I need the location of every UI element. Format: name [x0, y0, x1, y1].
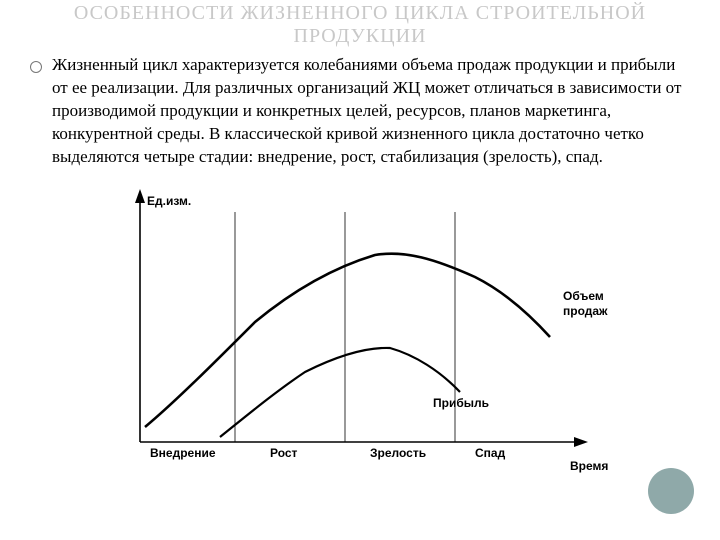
slide-title: ОСОБЕННОСТИ ЖИЗНЕННОГО ЦИКЛА СТРОИТЕЛЬНО…: [30, 0, 690, 48]
decorative-circle: [648, 468, 694, 514]
profit-curve: [220, 348, 460, 437]
chart-svg: Ед.изм. Объем продаж Прибыль Внедрение Р…: [75, 177, 645, 477]
title-line2: ПРОДУКЦИИ: [294, 25, 427, 47]
bullet-marker: [30, 61, 42, 73]
x-axis-label: Время: [570, 459, 608, 473]
stage-label-1: Внедрение: [150, 446, 216, 460]
stage-label-4: Спад: [475, 446, 506, 460]
stage-label-3: Зрелость: [370, 446, 426, 460]
y-axis-arrow: [135, 189, 145, 203]
x-axis-arrow: [574, 437, 588, 447]
profit-label: Прибыль: [433, 396, 489, 410]
sales-label-line1: Объем: [563, 289, 604, 303]
bullet-item: Жизненный цикл характеризуется колебания…: [30, 54, 690, 169]
y-axis-label: Ед.изм.: [147, 194, 191, 208]
sales-label-line2: продаж: [563, 304, 608, 318]
title-line1: ОСОБЕННОСТИ ЖИЗНЕННОГО ЦИКЛА СТРОИТЕЛЬНО…: [74, 2, 646, 24]
body-text: Жизненный цикл характеризуется колебания…: [52, 54, 690, 169]
lifecycle-chart: Ед.изм. Объем продаж Прибыль Внедрение Р…: [75, 177, 645, 477]
stage-label-2: Рост: [270, 446, 298, 460]
sales-curve: [145, 253, 550, 426]
